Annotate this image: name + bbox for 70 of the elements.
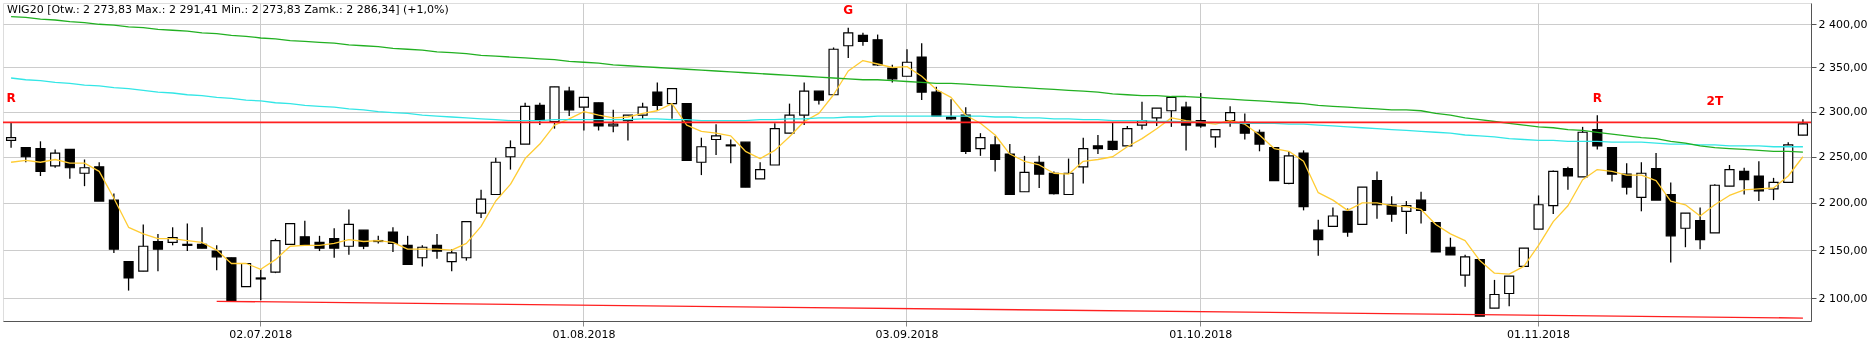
candlestick — [196, 226, 208, 249]
candlestick — [799, 81, 810, 126]
candlestick — [182, 222, 193, 252]
candlestick — [123, 260, 134, 292]
candlestick — [152, 233, 164, 272]
annotation: G — [843, 3, 854, 17]
candlestick — [666, 87, 678, 120]
candlestick — [1092, 134, 1104, 155]
annotation: 2T — [1706, 94, 1724, 108]
candlestick — [1504, 275, 1515, 307]
candlestick — [990, 135, 1001, 173]
candlestick — [255, 268, 266, 301]
candlestick — [1327, 206, 1339, 228]
candlestick — [505, 139, 516, 171]
candlestick — [79, 158, 90, 187]
candlestick — [975, 132, 986, 157]
annotation: R — [1592, 91, 1602, 105]
candlestick — [608, 109, 619, 133]
y-tick-label: 2 200,00 — [1818, 196, 1868, 210]
candlestick — [1562, 166, 1574, 191]
candlestick — [1739, 167, 1750, 196]
candlestick — [696, 137, 707, 176]
candlestick — [1063, 157, 1074, 196]
x-tick-label: 01.10.2018 — [1169, 327, 1233, 340]
candlestick — [843, 27, 854, 59]
candlestick — [475, 189, 487, 219]
candlestick — [564, 86, 575, 117]
candlestick — [652, 81, 663, 112]
x-tick-label: 01.11.2018 — [1507, 327, 1571, 340]
candlestick — [446, 248, 457, 272]
annotation: R — [6, 91, 16, 105]
candlestick — [1313, 219, 1324, 257]
y-tick-label: 2 400,00 — [1818, 17, 1868, 31]
x-tick-label: 01.08.2018 — [552, 327, 616, 340]
candlestick — [578, 96, 589, 132]
candlestick — [1107, 121, 1118, 152]
candlestick — [710, 123, 722, 156]
candlestick — [1680, 212, 1691, 248]
candlestick — [1489, 279, 1500, 309]
candlestick — [1225, 105, 1236, 128]
candlestick — [1048, 170, 1059, 196]
candlestick — [1122, 125, 1133, 147]
candlestick — [725, 138, 736, 164]
candlestick — [387, 226, 399, 253]
candlestick — [64, 148, 75, 180]
candlestick — [402, 235, 413, 266]
candlestick — [5, 121, 17, 149]
candlestick — [1695, 206, 1706, 250]
candlestick — [1415, 191, 1427, 225]
candlestick — [343, 208, 354, 256]
candlestick — [1460, 254, 1471, 288]
candlestick — [1166, 96, 1177, 128]
candlestick — [329, 227, 340, 259]
candlestick — [285, 222, 296, 245]
candlestick — [534, 102, 545, 126]
y-tick-label: 2 250,00 — [1818, 150, 1868, 164]
y-tick-label: 2 100,00 — [1818, 291, 1868, 305]
y-tick-label: 2 300,00 — [1818, 105, 1868, 119]
candlestick — [35, 140, 46, 177]
chart-title: WIG20 [Otw.: 2 273,83 Max.: 2 291,41 Min.: 2 273,83 Zamk.: 2 286,34] (+1,0%) — [7, 3, 449, 16]
candlestick — [1386, 195, 1397, 223]
candlestick — [1210, 128, 1221, 149]
y-tick-label: 2 350,00 — [1818, 60, 1868, 74]
y-tick-label: 2 150,00 — [1818, 243, 1868, 257]
candlestick — [1753, 160, 1764, 202]
candlestick — [1019, 155, 1030, 193]
x-tick-label: 02.07.2018 — [229, 327, 293, 340]
candlestick — [299, 220, 310, 246]
x-tick-label: 03.09.2018 — [875, 327, 939, 340]
candlestick — [1724, 164, 1735, 187]
